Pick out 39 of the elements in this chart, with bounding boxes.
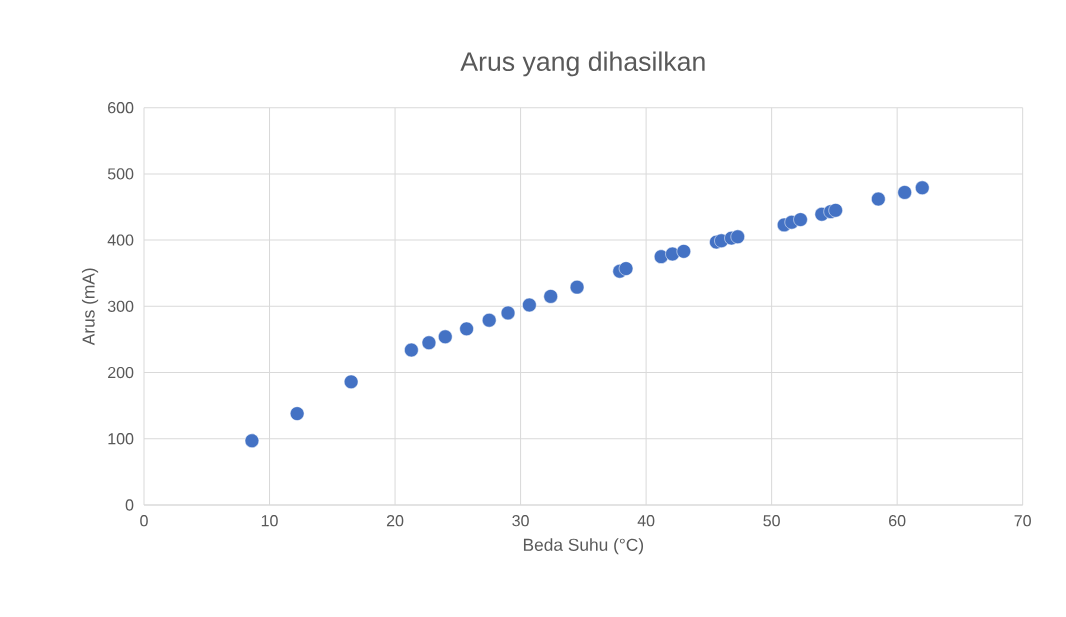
x-tick-label: 10 <box>261 515 278 527</box>
y-tick-label: 500 <box>107 168 134 180</box>
x-tick-label: 0 <box>140 515 148 527</box>
point <box>500 305 516 321</box>
point <box>459 321 474 337</box>
y-tick-label: 400 <box>107 234 134 246</box>
point <box>343 374 359 390</box>
point <box>421 335 437 350</box>
y-tick-label: 600 <box>108 102 134 114</box>
point <box>569 279 585 295</box>
x-tick-label: 70 <box>1014 515 1031 527</box>
y-tick-label: 300 <box>107 300 134 312</box>
chart-title: Arus yang dihasilkan <box>460 51 705 77</box>
point <box>897 185 912 200</box>
point <box>481 313 497 328</box>
x-axis-title: Beda Suhu (°C) <box>523 538 644 555</box>
x-tick-label: 30 <box>512 515 529 527</box>
point <box>665 246 680 262</box>
point <box>793 212 808 227</box>
point <box>676 244 691 259</box>
point <box>438 329 453 344</box>
point <box>730 229 745 244</box>
point <box>828 203 843 218</box>
point <box>543 289 558 304</box>
point <box>289 406 305 421</box>
y-tick-label: 0 <box>125 499 134 511</box>
point <box>915 180 930 195</box>
x-tick-label: 50 <box>763 515 780 527</box>
point <box>618 261 634 276</box>
y-axis-title: Arus (mA) <box>81 268 99 346</box>
y-tick-label: 200 <box>108 366 134 379</box>
point <box>404 342 419 358</box>
x-tick-label: 60 <box>889 515 906 527</box>
y-tick-label: 100 <box>108 433 134 445</box>
point <box>522 297 537 313</box>
point <box>871 191 886 207</box>
x-tick-label: 20 <box>386 515 404 527</box>
x-tick-label: 40 <box>637 515 655 527</box>
point <box>244 433 260 448</box>
